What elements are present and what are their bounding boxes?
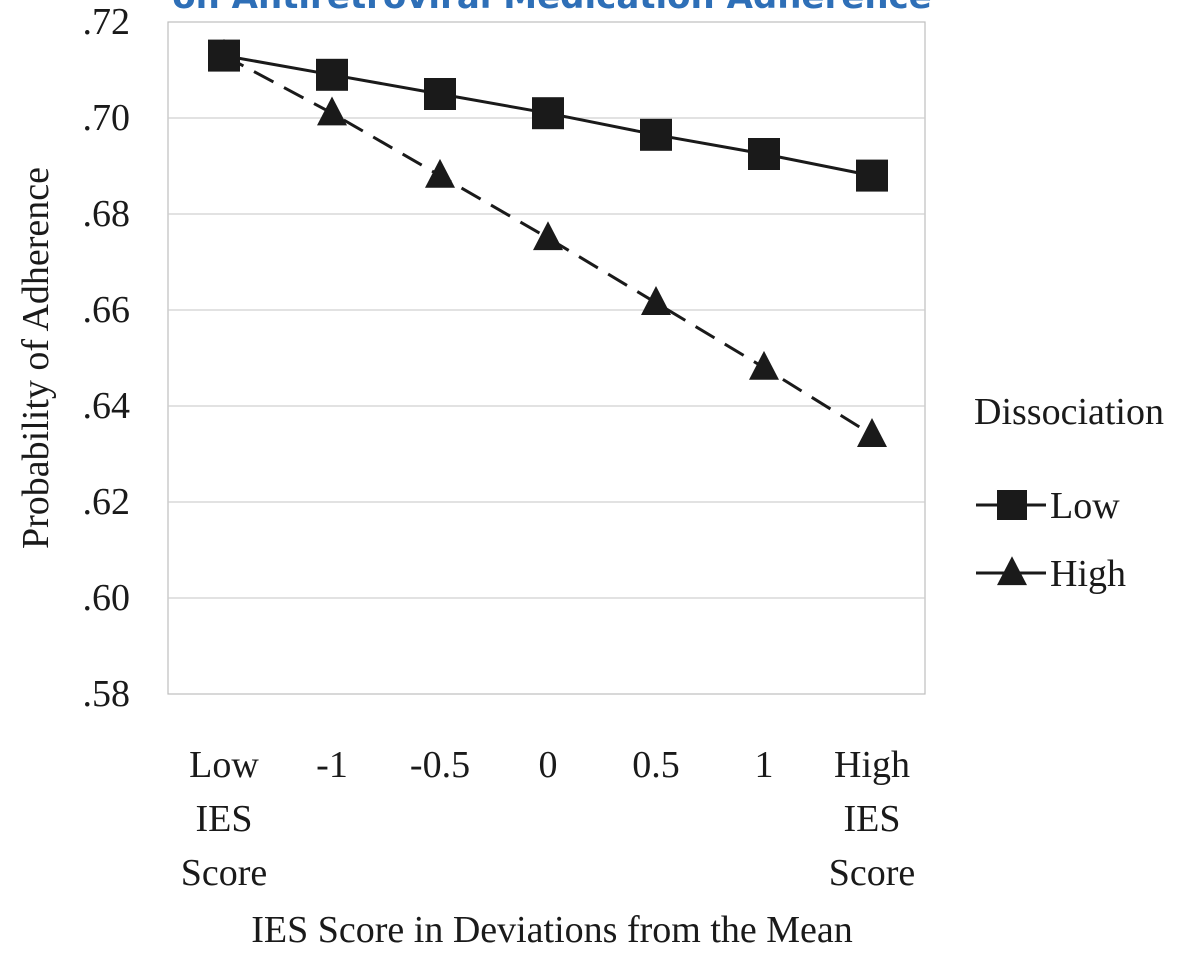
y-tick-label: .62	[83, 481, 131, 523]
data-point-low	[316, 58, 348, 91]
y-tick-label: .66	[83, 289, 131, 331]
legend: Dissociation Low High	[974, 391, 1164, 595]
data-point-low	[640, 118, 672, 151]
data-point-low	[856, 159, 888, 192]
y-tick-label: .58	[83, 673, 131, 715]
data-point-low	[748, 138, 780, 170]
data-point-high	[641, 286, 671, 315]
y-tick-label: .68	[83, 193, 131, 235]
x-tick-label: 1	[755, 744, 774, 786]
x-tick-label: Low IES Score	[181, 744, 268, 894]
legend-marker-high	[997, 556, 1027, 586]
plot-frame	[167, 21, 926, 695]
x-tick-label: -0.5	[410, 744, 470, 786]
x-tick-label: -1	[316, 744, 348, 786]
data-point-high	[317, 96, 347, 126]
data-point-high	[533, 221, 563, 251]
chart-title: on Antiretroviral Medication Adherence	[172, 0, 932, 17]
plot-area: .72 .70 .68 .66 .64 .62 .60 .58 Low IES Score -1 -0.…	[83, 1, 926, 894]
y-axis-label: Probability of Adherence	[15, 167, 57, 549]
legend-title: Dissociation	[974, 391, 1164, 433]
legend-label-high: High	[1050, 553, 1126, 595]
data-point-high	[425, 158, 455, 188]
data-point-high	[857, 418, 887, 447]
data-point-low	[208, 39, 240, 72]
data-point-low	[532, 97, 564, 130]
y-tick-label: .72	[83, 1, 131, 43]
legend-marker-low	[997, 490, 1027, 520]
y-tick-label: .60	[83, 577, 131, 619]
x-axis-label: IES Score in Deviations from the Mean	[251, 909, 853, 951]
legend-label-low: Low	[1050, 485, 1120, 527]
y-tick-label: .70	[83, 97, 131, 139]
x-tick-label: 0	[539, 744, 558, 786]
x-tick-label: High IES Score	[829, 744, 916, 894]
data-point-high	[749, 350, 779, 380]
data-point-low	[424, 78, 456, 110]
y-tick-label: .64	[83, 385, 131, 427]
x-tick-label: 0.5	[632, 744, 680, 786]
